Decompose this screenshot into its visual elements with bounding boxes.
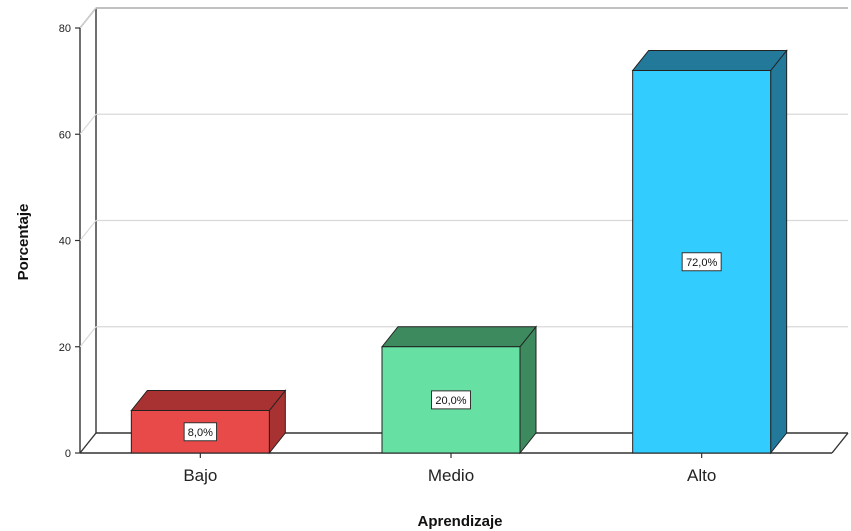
floor-right-edge — [831, 432, 849, 454]
y-tick-label: 60 — [59, 129, 71, 141]
gridline-depth — [79, 220, 97, 241]
bar-side — [770, 49, 788, 455]
bar-bajo: 8,0% — [130, 389, 287, 455]
bar-top — [380, 326, 538, 348]
y-axis-title: Porcentaje — [15, 204, 32, 281]
y-tick-label: 0 — [65, 448, 71, 460]
gridline-depth — [79, 326, 97, 348]
bar-medio: 20,0% — [380, 325, 538, 455]
bar-side — [519, 325, 537, 455]
data-label: 8,0% — [188, 427, 213, 439]
bars: 8,0% 20,0% 72,0% — [130, 49, 788, 455]
data-label: 72,0% — [686, 257, 717, 269]
y-tick-label: 40 — [59, 236, 71, 248]
bar-top — [631, 50, 788, 71]
x-axis-ticks: Bajo Medio Alto — [183, 453, 716, 485]
y-tick-label: 80 — [59, 23, 71, 35]
data-label-box — [431, 390, 471, 410]
bar-alto: 72,0% — [631, 49, 788, 455]
bar-top — [130, 390, 287, 411]
gridline-depth — [79, 7, 97, 29]
data-label: 20,0% — [435, 395, 466, 407]
x-tick-label: Medio — [428, 466, 474, 485]
gridline-depth — [79, 113, 97, 135]
y-axis-ticks: 0 20 40 60 80 — [59, 23, 80, 460]
data-label-box — [681, 252, 722, 272]
x-tick-label: Bajo — [183, 466, 217, 485]
floor-left-edge — [79, 432, 97, 454]
x-axis-title: Aprendizaje — [417, 513, 502, 530]
data-label-box — [183, 422, 218, 442]
y-tick-label: 20 — [59, 342, 71, 354]
x-tick-label: Alto — [687, 466, 716, 485]
